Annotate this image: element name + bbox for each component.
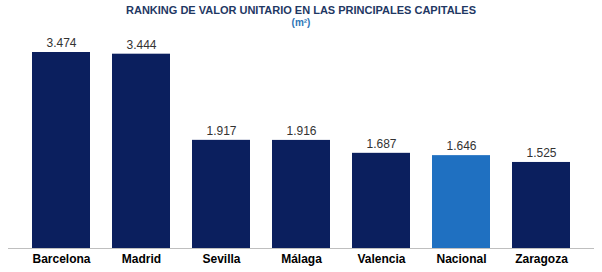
svg-text:Nacional: Nacional — [436, 252, 486, 266]
svg-text:Barcelona: Barcelona — [32, 252, 90, 266]
svg-text:3.444: 3.444 — [126, 38, 156, 52]
svg-text:1.687: 1.687 — [366, 137, 396, 151]
svg-text:Málaga: Málaga — [281, 252, 322, 266]
svg-text:Zaragoza: Zaragoza — [515, 252, 568, 266]
svg-text:1.525: 1.525 — [526, 146, 556, 160]
svg-text:Valencia: Valencia — [357, 252, 405, 266]
svg-text:1.916: 1.916 — [286, 124, 316, 138]
svg-text:1.646: 1.646 — [446, 139, 476, 153]
svg-text:1.917: 1.917 — [206, 124, 236, 138]
html-text:RANKING DE VALOR UNITARIO EN L: RANKING DE VALOR UNITARIO EN LAS PRINCIP… — [126, 4, 476, 16]
html-text:(m²): (m²) — [291, 17, 311, 28]
svg-text:Madrid: Madrid — [122, 252, 161, 266]
svg-text:3.474: 3.474 — [46, 36, 76, 50]
svg-text:Sevilla: Sevilla — [202, 252, 240, 266]
